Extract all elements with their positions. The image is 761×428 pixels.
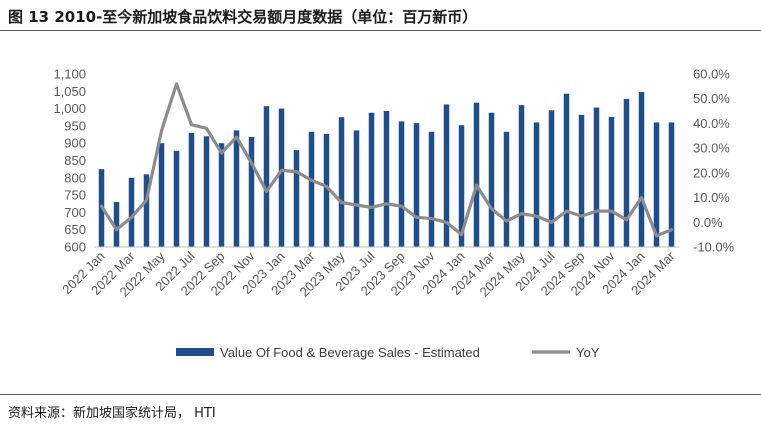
- bar: [668, 122, 675, 247]
- left-tick-label: 900: [64, 136, 86, 151]
- bar: [443, 104, 450, 247]
- right-tick-label: 30.0%: [693, 141, 730, 156]
- left-tick-label: 700: [64, 205, 86, 220]
- bar: [593, 107, 600, 247]
- bar: [368, 112, 375, 247]
- bar: [578, 114, 585, 247]
- right-tick-label: 60.0%: [693, 67, 730, 82]
- bar: [503, 131, 510, 247]
- bar: [473, 102, 480, 247]
- bar: [638, 91, 645, 248]
- bar: [263, 106, 270, 248]
- left-tick-label: 800: [64, 170, 86, 185]
- bottom-divider: [0, 394, 761, 395]
- bar: [233, 130, 240, 247]
- left-tick-label: 750: [64, 188, 86, 203]
- bar: [383, 111, 390, 248]
- bar: [293, 150, 300, 247]
- legend-line-label: YoY: [576, 345, 600, 360]
- right-tick-label: 20.0%: [693, 165, 730, 180]
- right-tick-label: 0.0%: [693, 215, 723, 230]
- bar: [653, 122, 660, 247]
- bar: [113, 202, 120, 247]
- left-tick-label: 850: [64, 153, 86, 168]
- yoy-line: [99, 82, 674, 238]
- left-tick-label: 650: [64, 222, 86, 237]
- bar: [353, 130, 360, 247]
- legend-bar-label: Value Of Food & Beverage Sales - Estimat…: [220, 345, 480, 360]
- bar: [428, 131, 435, 247]
- bar: [158, 143, 165, 247]
- right-tick-label: 10.0%: [693, 190, 730, 205]
- right-tick-label: 50.0%: [693, 91, 730, 106]
- bar: [488, 112, 495, 247]
- bar: [248, 136, 255, 247]
- bar-series: [98, 91, 675, 248]
- left-tick-label: 1,050: [53, 84, 86, 99]
- bar: [128, 177, 135, 247]
- source-note: 资料来源：新加坡国家统计局， HTI: [8, 406, 216, 421]
- bar: [458, 125, 465, 247]
- left-tick-label: 600: [64, 240, 86, 255]
- bar: [278, 108, 285, 247]
- legend: Value Of Food & Beverage Sales - Estimat…: [176, 345, 600, 360]
- left-axis: 1,100 1,050 1,000 950 900 850 800 750 700 650 600: [53, 67, 86, 255]
- bar: [548, 110, 555, 247]
- bar: [218, 143, 225, 247]
- bar: [533, 122, 540, 247]
- bar: [203, 136, 210, 247]
- right-tick-label: -10.0%: [693, 240, 735, 255]
- bar: [308, 131, 315, 247]
- bar: [518, 105, 525, 247]
- legend-bar-swatch: [176, 348, 214, 356]
- bar: [623, 98, 630, 247]
- bar: [188, 132, 195, 247]
- bar: [338, 117, 345, 247]
- yoy-series: [99, 82, 674, 238]
- left-tick-label: 1,000: [53, 101, 86, 116]
- bar: [173, 150, 180, 247]
- left-tick-label: 950: [64, 118, 86, 133]
- bar: [608, 116, 615, 248]
- bar: [413, 123, 420, 247]
- right-axis: 60.0% 50.0% 40.0% 30.0% 20.0% 10.0% 0.0% -10.0%: [693, 67, 735, 255]
- bar: [563, 93, 570, 247]
- top-divider: [0, 30, 761, 31]
- left-tick-label: 1,100: [53, 67, 86, 82]
- right-tick-label: 40.0%: [693, 116, 730, 131]
- figure-title: 图 13 2010-至今新加坡食品饮料交易额月度数据（单位：百万新币）: [8, 8, 478, 26]
- bar: [143, 174, 150, 247]
- bar: [398, 121, 405, 247]
- bar: [323, 133, 330, 247]
